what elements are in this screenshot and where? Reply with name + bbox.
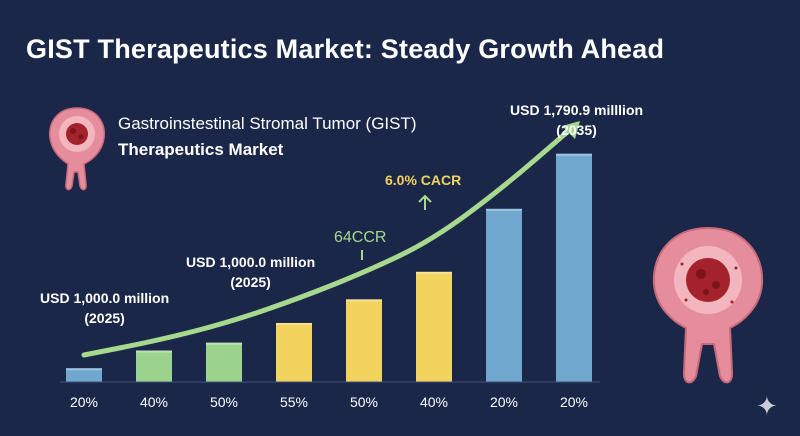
x-tick-label: 50% <box>349 394 379 410</box>
annotation-mid-year: (2025) <box>230 274 271 290</box>
bar-5 <box>346 299 382 382</box>
annotation-top-value: USD 1,790.9 milllion <box>510 102 644 118</box>
bar-highlight-8 <box>556 153 592 156</box>
bar-7 <box>486 208 522 382</box>
annotation-ccr: 64CCR <box>334 229 387 246</box>
bar-2 <box>136 350 172 382</box>
stomach-tumor-icon <box>652 226 764 384</box>
annotation-left: USD 1,000.0 million (2025) <box>40 288 169 328</box>
chart-title: GIST Therapeutics Market: Steady Growth … <box>26 34 665 64</box>
sparkle-icon: ✦ <box>756 391 778 421</box>
bar-highlight-5 <box>346 299 382 302</box>
bar-highlight-4 <box>276 322 312 325</box>
subtitle-line-2: Therapeutics Market <box>118 140 284 159</box>
bar-8 <box>556 153 592 382</box>
annotation-mid: USD 1,000.0 million (2025) <box>186 252 315 292</box>
annotation-top: USD 1,790.9 milllion (2035) <box>510 100 643 140</box>
trend-arrowhead <box>562 121 580 139</box>
x-tick-label: 20% <box>69 394 99 410</box>
annotation-left-value: USD 1,000.0 million <box>40 290 170 306</box>
x-tick-label: 55% <box>279 394 309 410</box>
bar-3 <box>206 342 242 382</box>
subtitle-line-1: Gastroinstestinal Stromal Tumor (GIST) <box>118 114 417 133</box>
annotation-top-year: (2035) <box>556 122 597 138</box>
bar-highlight-6 <box>416 271 452 274</box>
bar-highlight-3 <box>206 342 242 345</box>
x-tick-label: 40% <box>139 394 169 410</box>
bar-6 <box>416 271 452 382</box>
bar-1 <box>66 368 102 382</box>
annotation-mid-value: USD 1,000.0 million <box>186 254 316 270</box>
bar-4 <box>276 322 312 382</box>
trend-line <box>81 125 575 358</box>
x-tick-label: 50% <box>209 394 239 410</box>
bar-highlight-2 <box>136 350 172 353</box>
bar-highlight-1 <box>66 368 102 371</box>
annotation-cagr: 6.0% CACR <box>385 172 462 188</box>
x-tick-label: 20% <box>559 394 589 410</box>
x-tick-label: 40% <box>419 394 449 410</box>
annotation-left-year: (2025) <box>84 310 125 326</box>
cagr-up-arrow <box>418 194 432 210</box>
stomach-tumor-icon <box>49 107 105 191</box>
x-tick-label: 20% <box>489 394 519 410</box>
bar-highlight-7 <box>486 208 522 211</box>
